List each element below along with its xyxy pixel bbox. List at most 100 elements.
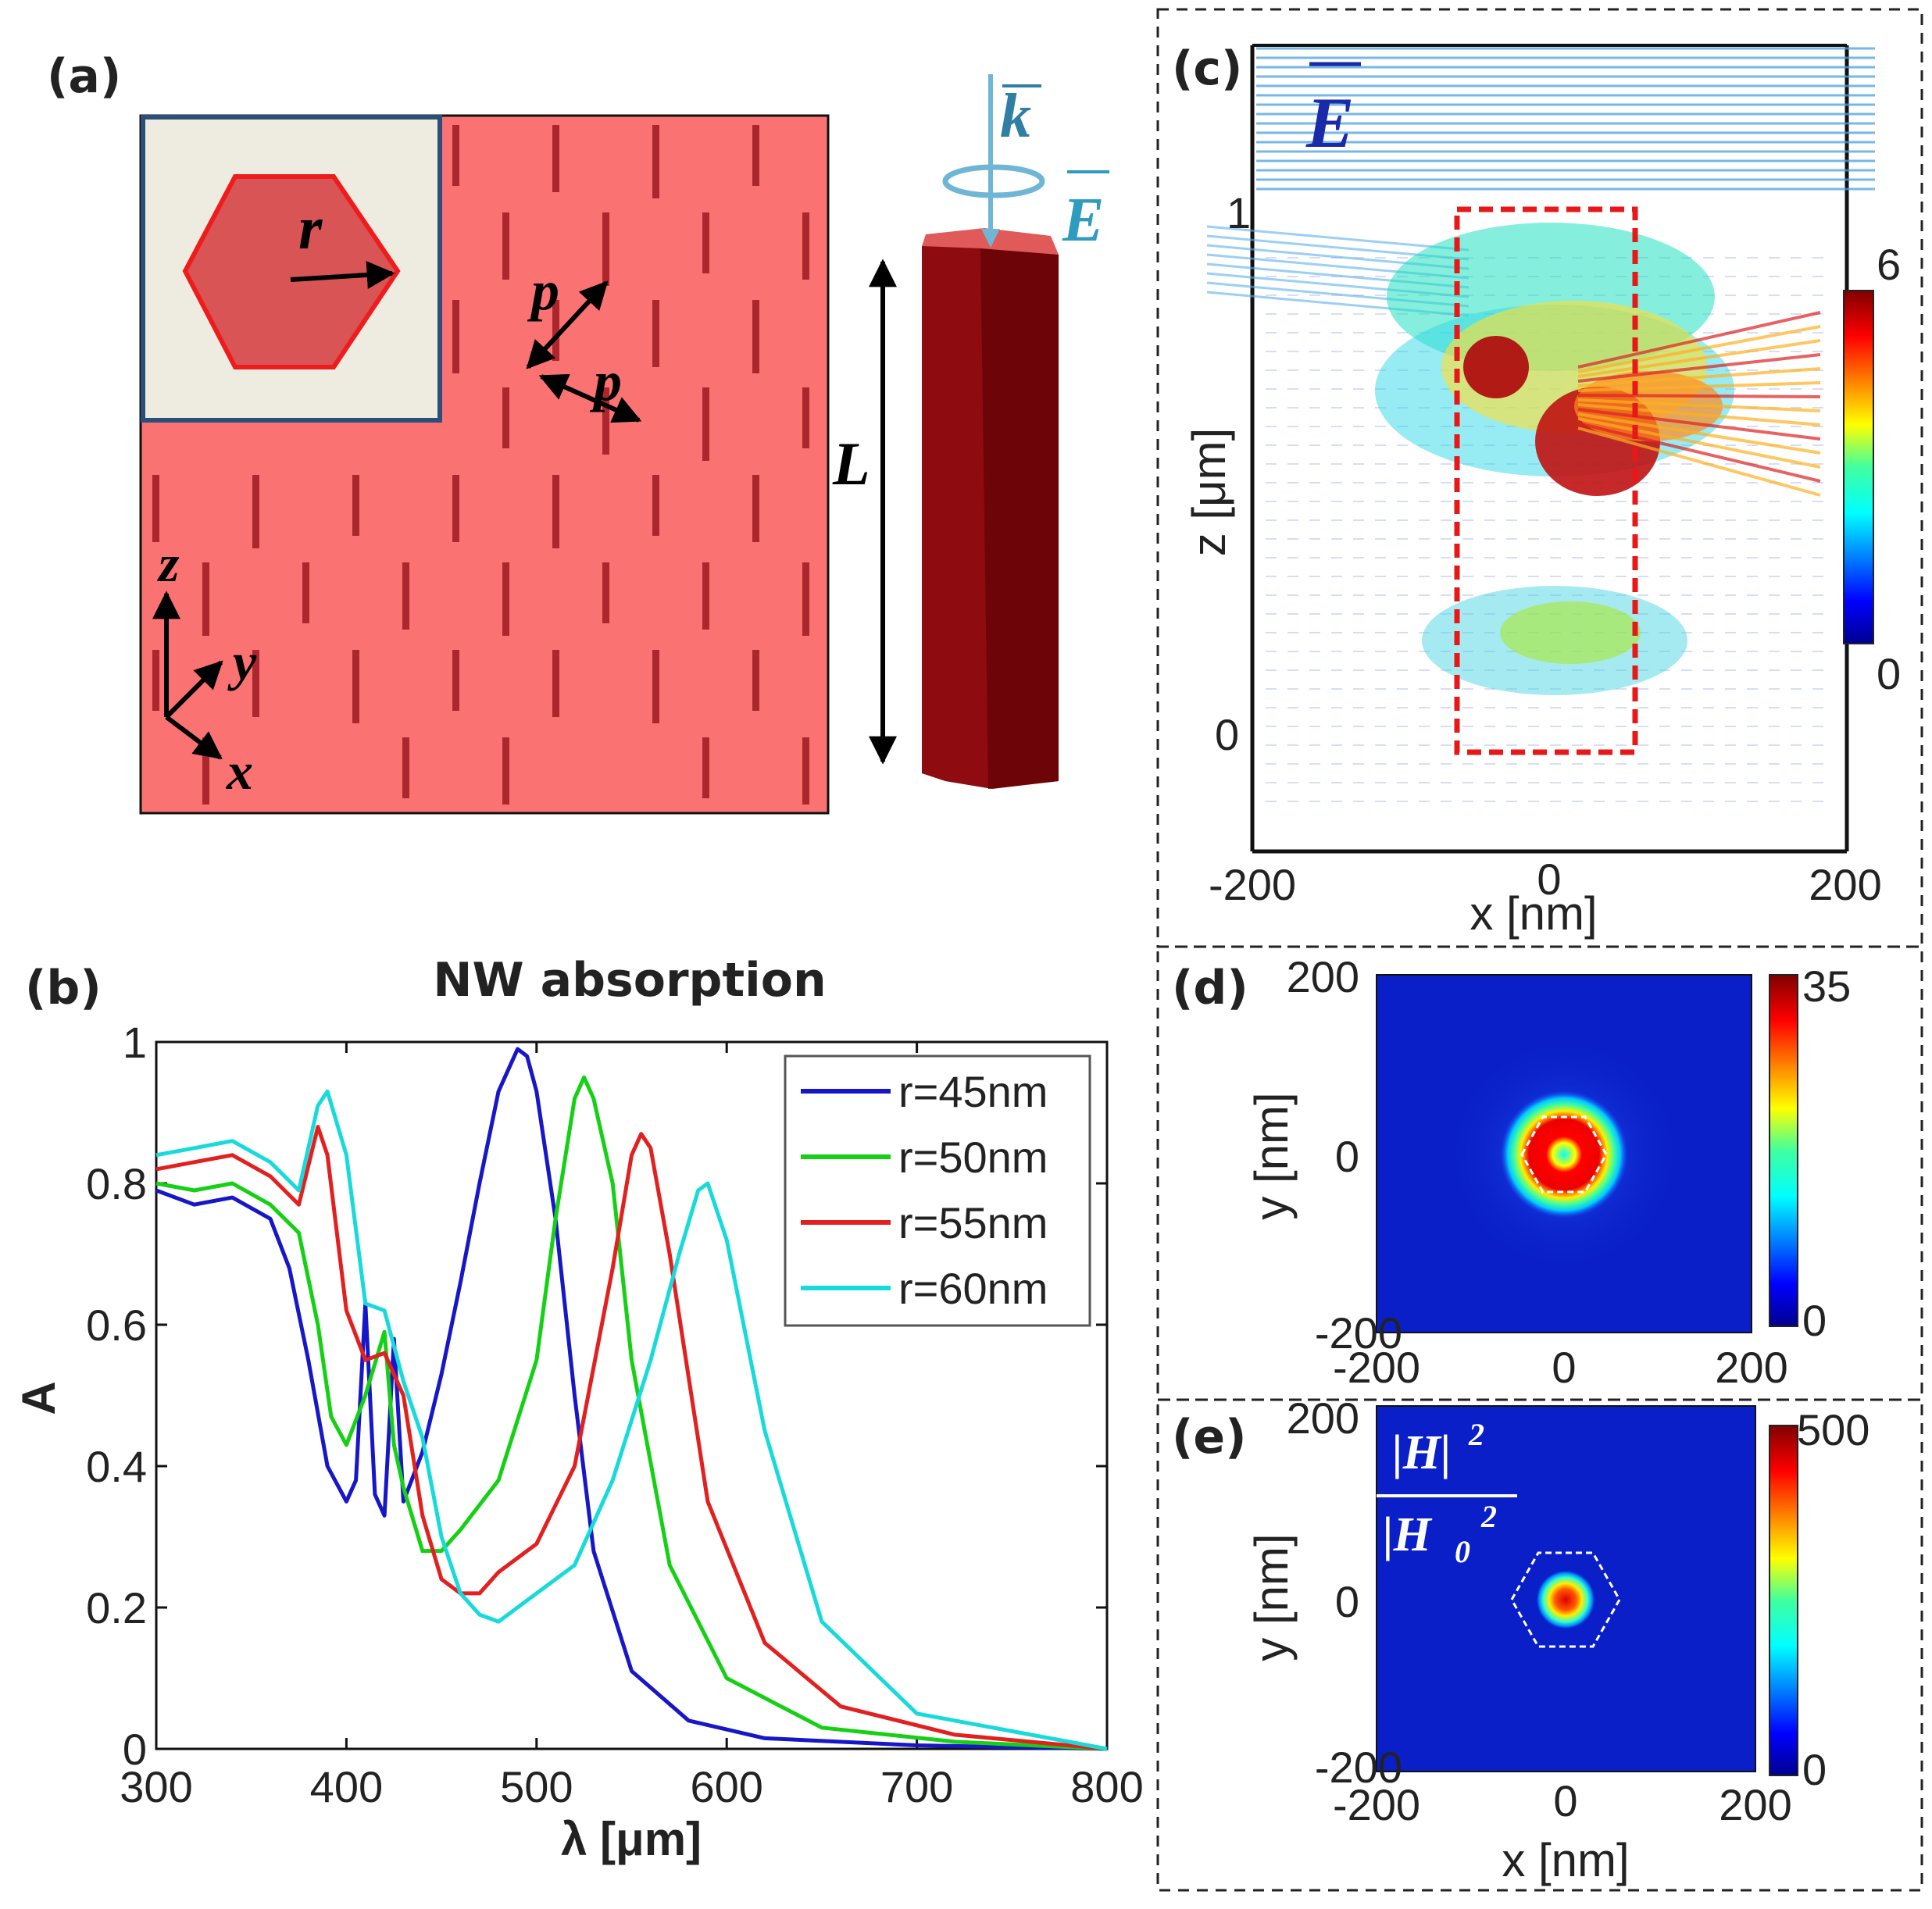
field-spike	[1577, 394, 1821, 398]
x-tick-label: 600	[690, 1762, 762, 1811]
d-ytick-0: 0	[1335, 1132, 1359, 1181]
nanowire-rod	[652, 125, 659, 198]
e-ytick-neg200: -200	[1315, 1743, 1402, 1792]
d-colorbar-max: 35	[1802, 962, 1851, 1011]
nanowire-rod	[502, 387, 509, 448]
e-field-spot	[1536, 1570, 1595, 1629]
nanowire-rod	[702, 387, 709, 461]
pitch-symbol-1: p	[527, 259, 559, 322]
field-spike	[1577, 353, 1821, 383]
panel-d: (d) 200 0 -200 -200 0 200 y [nm] 35 0	[1156, 945, 1923, 1401]
nanowire-rod	[202, 737, 209, 805]
x-tick-label: 500	[500, 1762, 573, 1811]
pitch-symbol-2: p	[589, 350, 622, 412]
nanowire-rod	[802, 387, 809, 448]
panel-e-label: (e)	[1172, 1410, 1247, 1465]
nanowire-rod	[552, 475, 559, 548]
field-spike	[1577, 398, 1821, 412]
nanowire-rod	[802, 562, 809, 636]
length-symbol: L	[832, 430, 870, 498]
radius-symbol: r	[298, 194, 323, 262]
panel-c-label: (c)	[1172, 41, 1242, 96]
nanowire-side-face	[980, 247, 1059, 789]
c-y-axis-label: z [μm]	[1183, 428, 1235, 557]
nanowire-rod	[702, 212, 709, 273]
nanowire-rod	[452, 300, 459, 373]
nanowire-rod	[452, 125, 459, 186]
e-colorbar-min: 0	[1802, 1745, 1827, 1794]
nanowire-rod	[752, 125, 759, 186]
axis-y-arrow	[164, 660, 223, 719]
legend-box	[784, 1054, 1091, 1327]
panel-c: (c) E 1 0 -200 0 200 x [nm] z [μm] 6 0	[1156, 8, 1923, 948]
nanowire-rod	[702, 737, 709, 798]
e-hexagon-outline	[1510, 1551, 1621, 1648]
nanowire-rod	[252, 475, 259, 548]
e-xtick-0: 0	[1553, 1776, 1577, 1825]
series-lines	[155, 1047, 1108, 1751]
x-tick-label: 800	[1070, 1762, 1143, 1811]
nanowire-rod	[652, 650, 659, 723]
nanowire-rod	[502, 562, 509, 636]
nanowire-rod	[502, 737, 509, 805]
series-line-r=50nm	[155, 1075, 1108, 1751]
nanowire-rod	[602, 562, 609, 623]
pitch-arrow-2	[538, 373, 642, 423]
y-tick-label: 0.4	[86, 1442, 147, 1491]
d-y-axis-label: y [nm]	[1245, 1092, 1298, 1219]
field-spike	[1577, 412, 1821, 455]
pitch-arrow-1	[526, 280, 609, 369]
nanowire-rod	[402, 562, 409, 630]
c-xtick-0: 0	[1537, 855, 1561, 904]
nanowire-rod	[802, 737, 809, 805]
x-tick-label: 700	[880, 1762, 953, 1811]
nanowire-rod	[402, 737, 409, 798]
d-ytick-neg200: -200	[1315, 1308, 1402, 1358]
d-ytick-200: 200	[1287, 952, 1359, 1001]
panel-e: (e) |H| 2 |H 0 2 200 0 -200 -200 0 200 x…	[1156, 1393, 1923, 1892]
nanowire-rod	[352, 475, 359, 536]
nanowire-rod	[352, 650, 359, 723]
chart-title: NW absorption	[433, 953, 826, 1008]
field-spike	[1577, 325, 1821, 373]
e-formula: |H| 2 |H 0 2	[1377, 1417, 1517, 1569]
radius-arrow	[290, 261, 395, 289]
panel-e-frame	[1156, 1398, 1923, 1892]
e-formula-denominator: |H	[1383, 1508, 1433, 1561]
series-line-r=60nm	[155, 1089, 1108, 1751]
field-spike	[1577, 417, 1821, 469]
nanowire-outline-box	[1454, 206, 1638, 755]
x-axis-label: λ [μm]	[561, 1813, 702, 1865]
e-y-axis-label: y [nm]	[1245, 1533, 1298, 1661]
k-symbol: k	[1000, 82, 1031, 151]
c-x-axis-label: x [nm]	[1470, 887, 1597, 940]
e-formula-den-sub: 0	[1455, 1534, 1470, 1569]
y-tick-label: 0.2	[86, 1583, 147, 1632]
axis-z-label: z	[157, 533, 180, 593]
e-formula-num-sup: 2	[1468, 1417, 1484, 1452]
field-spike	[1577, 408, 1821, 441]
nanowire-rod	[252, 650, 259, 717]
nanowire-rod	[552, 650, 559, 717]
E-symbol-a: E	[1062, 186, 1104, 255]
series-line-r=55nm	[155, 1125, 1108, 1751]
axis-x-label: x	[226, 741, 253, 801]
nanowire-rod	[452, 650, 459, 711]
legend-entry: r=55nm	[898, 1198, 1048, 1247]
c-colorbar-max: 6	[1877, 240, 1901, 289]
hotspot-left	[1463, 336, 1529, 398]
nanowire-rod	[652, 475, 659, 536]
field-spike	[1577, 339, 1821, 378]
e-colorbar-max: 500	[1797, 1405, 1870, 1454]
y-tick-label: 0.8	[86, 1159, 147, 1208]
y-axis-label: A	[12, 1381, 65, 1415]
nanowire-rod	[502, 212, 509, 280]
panel-b: (b) NW absorption 300 400 500 600 700 800 0 0.2…	[12, 953, 1144, 1865]
e-formula-numerator: |H|	[1392, 1426, 1452, 1479]
e-xtick-neg200: -200	[1333, 1780, 1420, 1829]
nanowire-rod	[802, 212, 809, 280]
e-ytick-200: 200	[1287, 1393, 1359, 1443]
field-streak	[1206, 225, 1470, 252]
field-spike	[1577, 311, 1821, 369]
